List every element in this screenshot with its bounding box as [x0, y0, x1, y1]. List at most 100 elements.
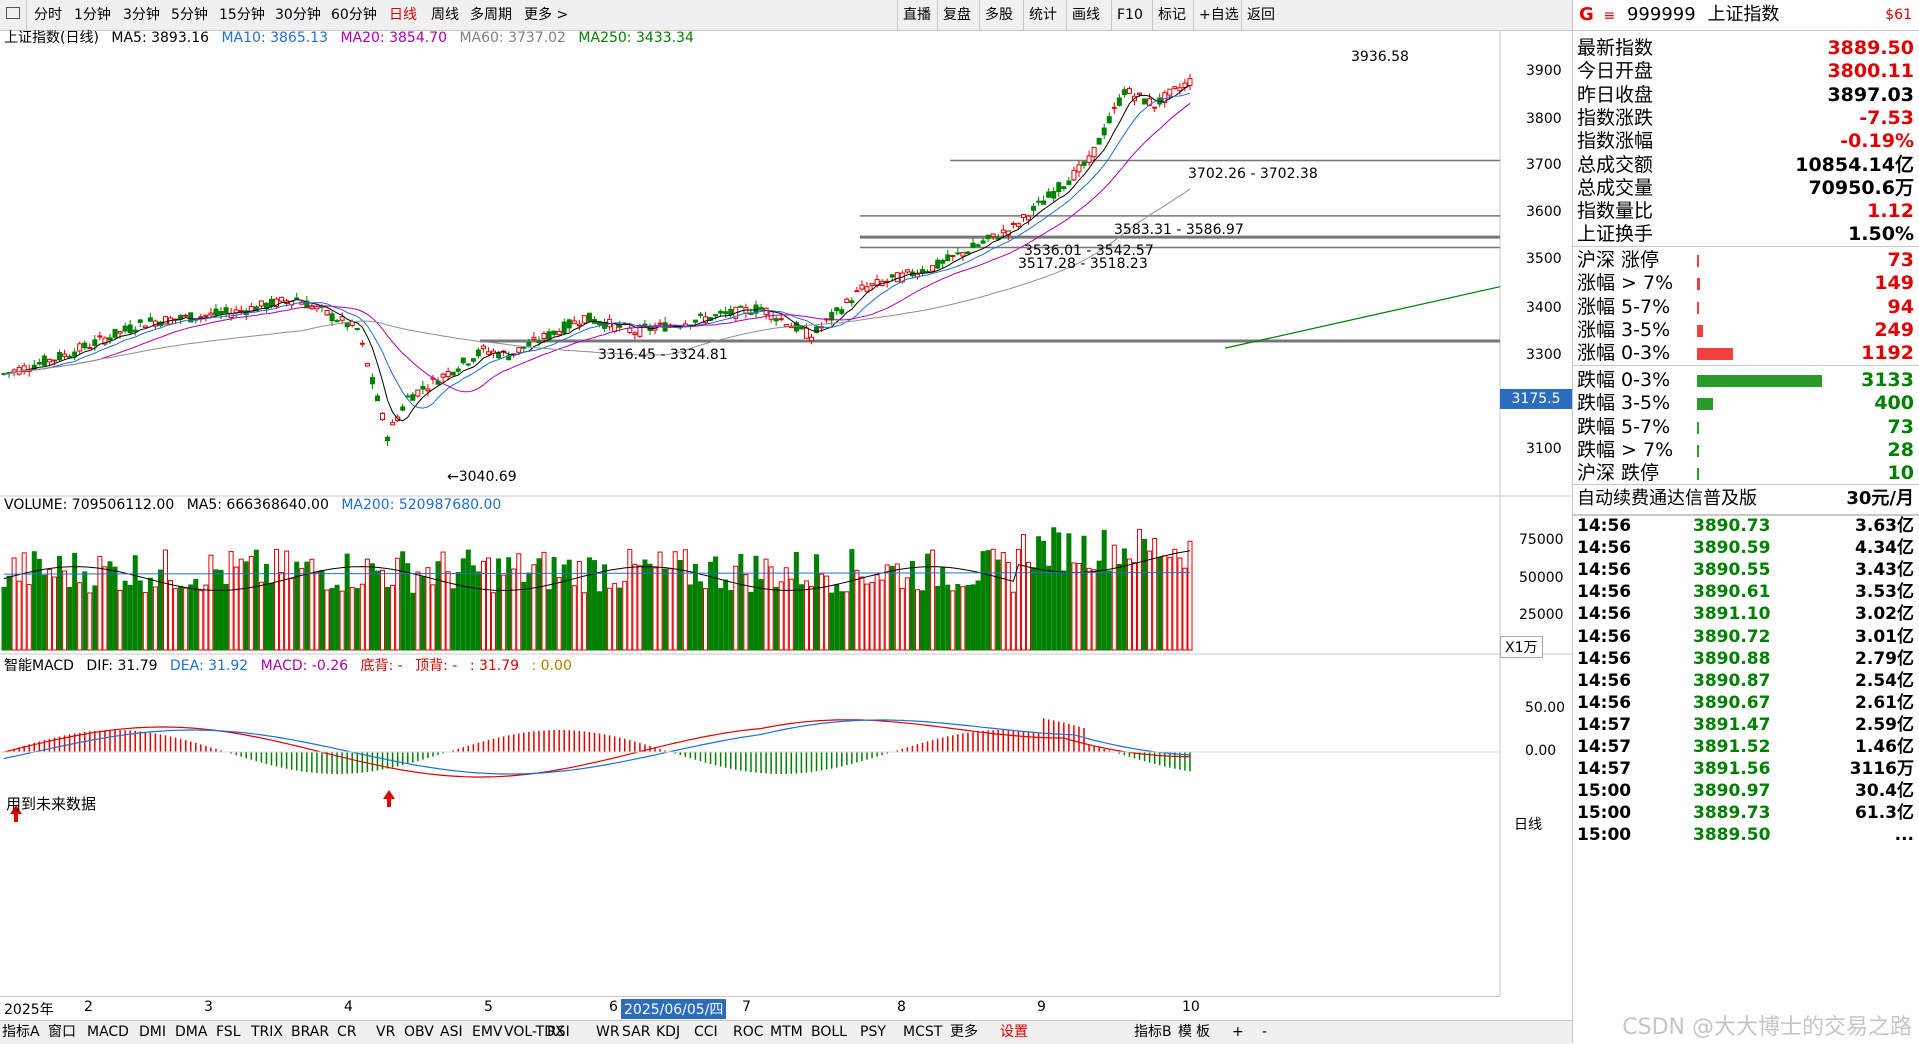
- indicator-tab-25[interactable]: 设置: [1000, 1024, 1028, 1040]
- tick-time: 14:56: [1577, 604, 1632, 625]
- tick-price: 3889.73: [1693, 803, 1771, 824]
- indicator-tab-1[interactable]: 窗口: [48, 1024, 76, 1040]
- period-tab-6[interactable]: 60分钟: [331, 7, 377, 23]
- indicator-tab-6[interactable]: TRIX: [251, 1024, 283, 1040]
- indicator-tab-13[interactable]: VOL-TDX: [504, 1024, 565, 1040]
- indicator-tab-2[interactable]: MACD: [87, 1024, 129, 1040]
- indicator-tab-23[interactable]: MCST: [903, 1024, 943, 1040]
- indicator-tab-22[interactable]: PSY: [860, 1024, 886, 1040]
- indicator-tab-20[interactable]: MTM: [770, 1024, 803, 1040]
- quote-label: 最新指数: [1577, 37, 1654, 59]
- period-tab-0[interactable]: 分时: [34, 7, 62, 23]
- indicator-right-btn-3[interactable]: +: [1232, 1024, 1244, 1040]
- up-stat-bar: [1697, 348, 1733, 361]
- indicator-tab-21[interactable]: BOLL: [811, 1024, 847, 1040]
- down-stat-label: 跌幅 > 7%: [1577, 438, 1674, 461]
- tick-price: 3890.59: [1693, 538, 1771, 559]
- indicator-tab-0[interactable]: 指标A: [2, 1024, 40, 1040]
- tick-row: 14:57 3891.47 2.59亿: [1573, 712, 1919, 739]
- indicator-tab-19[interactable]: ROC: [733, 1024, 764, 1040]
- quote-label: 总成交量: [1577, 176, 1654, 199]
- macd-value: MACD: -0.26: [260, 658, 349, 674]
- quote-title: G ≡ 999999 上证指数 $61: [1573, 0, 1919, 31]
- indicator-tab-15[interactable]: WR: [596, 1024, 620, 1040]
- period-tab-9[interactable]: 多周期: [470, 7, 512, 23]
- up-stat-row: 沪深 涨停 73: [1573, 246, 1919, 274]
- window-icon[interactable]: [6, 7, 20, 19]
- indicator-tab-7[interactable]: BRAR: [291, 1024, 330, 1040]
- indicator-right-btn-1[interactable]: 模: [1178, 1024, 1192, 1040]
- indicator-tab-3[interactable]: DMI: [139, 1024, 166, 1040]
- pay-badge[interactable]: $61: [1885, 7, 1912, 23]
- indicator-tab-24[interactable]: 更多: [950, 1024, 978, 1040]
- toolbar-btn-5[interactable]: F10: [1117, 7, 1143, 23]
- indicator-tab-14[interactable]: RSI: [547, 1024, 570, 1040]
- toolbar-btn-3[interactable]: 统计: [1029, 7, 1057, 23]
- tick-time: 15:00: [1577, 803, 1632, 824]
- volume-axis-label: 75000: [1519, 532, 1564, 548]
- indicator-right-btn-2[interactable]: 板: [1196, 1024, 1210, 1040]
- quote-row: 总成交量 70950.6万: [1573, 174, 1919, 202]
- tick-amount: 3.43亿: [1855, 560, 1914, 581]
- tick-amount: 61.3亿: [1855, 803, 1914, 824]
- indicator-tab-16[interactable]: SAR: [622, 1024, 651, 1040]
- tick-amount: 1.46亿: [1855, 737, 1914, 757]
- indicator-tab-12[interactable]: EMV: [472, 1024, 503, 1040]
- toolbar-btn-7[interactable]: +自选: [1199, 7, 1239, 23]
- quote-label: 指数涨跌: [1577, 106, 1654, 129]
- down-stat-row: 跌幅 0-3% 3133: [1573, 366, 1919, 394]
- indicator-tab-4[interactable]: DMA: [175, 1024, 208, 1040]
- date-label: 2025/06/05/四: [621, 999, 727, 1019]
- indicator-right-btn-0[interactable]: 指标B: [1134, 1024, 1172, 1040]
- indicator-tab-17[interactable]: KDJ: [656, 1024, 681, 1040]
- svg-text:3702.26 - 3702.38: 3702.26 - 3702.38: [1188, 166, 1318, 182]
- menu-icon[interactable]: ≡: [1603, 8, 1616, 24]
- kline-chart-area[interactable]: 上证指数(日线) MA5: 3893.16 MA10: 3865.13 MA20…: [0, 30, 1572, 1020]
- up-stat-label: 涨幅 3-5%: [1577, 318, 1671, 341]
- toolbar-btn-1[interactable]: 复盘: [943, 7, 971, 23]
- period-tag: 日线: [1514, 814, 1542, 834]
- period-tab-10[interactable]: 更多 >: [524, 7, 569, 23]
- volume-unit: X1万: [1500, 636, 1543, 658]
- tick-row: 14:57 3891.52 1.46亿: [1573, 734, 1919, 761]
- period-tab-5[interactable]: 30分钟: [275, 7, 321, 23]
- tick-time: 14:56: [1577, 626, 1632, 647]
- tick-price: 3891.52: [1693, 737, 1771, 757]
- svg-text:3517.28 - 3518.23: 3517.28 - 3518.23: [1018, 256, 1148, 272]
- indicator-tab-9[interactable]: VR: [376, 1024, 396, 1040]
- toolbar-btn-2[interactable]: 多股: [985, 7, 1013, 23]
- up-stat-label: 涨幅 > 7%: [1577, 272, 1674, 295]
- indicator-tab-8[interactable]: CR: [337, 1024, 357, 1040]
- volume-legend: VOLUME: 709506112.00 MA5: 666368640.00 M…: [4, 497, 509, 513]
- period-tab-8[interactable]: 周线: [431, 7, 459, 23]
- tick-price: 3891.56: [1693, 759, 1771, 780]
- period-tab-2[interactable]: 3分钟: [123, 7, 160, 23]
- toolbar-btn-4[interactable]: 画线: [1072, 7, 1100, 23]
- period-tab-4[interactable]: 15分钟: [219, 7, 265, 23]
- indicator-tab-10[interactable]: OBV: [404, 1024, 434, 1040]
- period-tab-1[interactable]: 1分钟: [74, 7, 111, 23]
- price-axis-label: 3500: [1526, 251, 1562, 267]
- quote-label: 指数涨幅: [1577, 130, 1654, 153]
- index-title-name: 上证指数: [1707, 4, 1780, 25]
- toolbar-btn-6[interactable]: 标记: [1158, 7, 1186, 23]
- period-tab-3[interactable]: 5分钟: [171, 7, 208, 23]
- indicator-tab-11[interactable]: ASI: [440, 1024, 463, 1040]
- toolbar-btn-8[interactable]: 返回: [1247, 7, 1275, 23]
- up-stat-bar: [1697, 324, 1703, 337]
- period-toolbar: 分时 1分钟 3分钟 5分钟 15分钟 30分钟 60分钟 日线 周线 多周期 更多 > 直播 复盘多…: [0, 0, 1572, 31]
- macd-dea: DEA: 31.92: [170, 658, 249, 674]
- up-stat-row: 涨幅 5-7% 94: [1573, 293, 1919, 321]
- tick-time: 14:56: [1577, 670, 1632, 691]
- quote-row: 昨日收盘 3897.03: [1573, 81, 1919, 109]
- tick-amount: 3116万: [1849, 759, 1914, 780]
- down-stat-label: 跌幅 3-5%: [1577, 392, 1671, 415]
- service-row[interactable]: 自动续费通达信普及版 30元/月: [1573, 485, 1919, 513]
- indicator-right-btn-4[interactable]: -: [1262, 1024, 1268, 1040]
- indicator-tab-18[interactable]: CCI: [694, 1024, 718, 1040]
- indicator-tab-5[interactable]: FSL: [216, 1024, 241, 1040]
- toolbar-btn-0[interactable]: 直播: [903, 7, 931, 23]
- up-stat-bar: [1697, 301, 1699, 314]
- period-tab-7[interactable]: 日线: [389, 7, 417, 23]
- date-label: 2: [84, 999, 93, 1015]
